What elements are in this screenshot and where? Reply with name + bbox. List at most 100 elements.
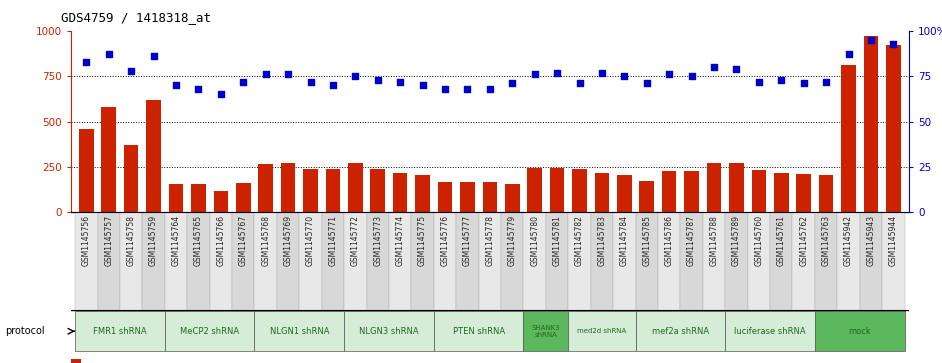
- Bar: [102, 107, 116, 212]
- Bar: [792, 212, 815, 310]
- Text: protocol: protocol: [5, 326, 44, 336]
- Text: mef2a shRNA: mef2a shRNA: [652, 327, 709, 336]
- Bar: [479, 212, 501, 310]
- Bar: [505, 184, 520, 212]
- Point: [796, 81, 811, 86]
- Point: [505, 81, 520, 86]
- Bar: [501, 212, 524, 310]
- Bar: [524, 212, 545, 310]
- Text: med2d shRNA: med2d shRNA: [577, 328, 626, 334]
- Point: [191, 86, 206, 92]
- Bar: [326, 169, 340, 212]
- Bar: [591, 212, 613, 310]
- Bar: [348, 163, 363, 212]
- Point: [281, 72, 296, 77]
- Text: FMR1 shRNA: FMR1 shRNA: [93, 327, 147, 336]
- Bar: [434, 311, 524, 351]
- Text: GSM1145783: GSM1145783: [597, 215, 607, 266]
- Bar: [729, 163, 743, 212]
- Text: luciferase shRNA: luciferase shRNA: [734, 327, 805, 336]
- Text: GSM1145756: GSM1145756: [82, 215, 90, 266]
- Text: GSM1145769: GSM1145769: [284, 215, 293, 266]
- Bar: [528, 168, 542, 212]
- Text: GSM1145764: GSM1145764: [171, 215, 181, 266]
- Bar: [191, 184, 205, 212]
- Bar: [75, 212, 98, 310]
- Text: GSM1145767: GSM1145767: [238, 215, 248, 266]
- Point: [348, 73, 363, 79]
- Bar: [187, 212, 210, 310]
- Bar: [434, 212, 456, 310]
- Point: [79, 59, 94, 65]
- Bar: [594, 173, 609, 212]
- Text: GSM1145942: GSM1145942: [844, 215, 853, 266]
- Text: GSM1145788: GSM1145788: [709, 215, 719, 266]
- Bar: [815, 311, 904, 351]
- Bar: [617, 175, 632, 212]
- Bar: [882, 212, 904, 310]
- Bar: [524, 311, 568, 351]
- Bar: [322, 212, 344, 310]
- Point: [169, 82, 184, 88]
- Point: [325, 82, 340, 88]
- Text: GSM1145760: GSM1145760: [755, 215, 763, 266]
- Text: GDS4759 / 1418318_at: GDS4759 / 1418318_at: [61, 11, 211, 24]
- Text: GSM1145763: GSM1145763: [821, 215, 831, 266]
- Text: GSM1145765: GSM1145765: [194, 215, 203, 266]
- Point: [752, 79, 767, 85]
- Point: [594, 70, 609, 76]
- Point: [393, 79, 408, 85]
- Bar: [706, 163, 722, 212]
- Text: MeCP2 shRNA: MeCP2 shRNA: [180, 327, 239, 336]
- Text: GSM1145768: GSM1145768: [261, 215, 270, 266]
- Bar: [680, 212, 703, 310]
- Bar: [438, 182, 452, 212]
- Point: [640, 81, 655, 86]
- Point: [123, 68, 138, 74]
- Bar: [725, 311, 815, 351]
- Bar: [75, 311, 165, 351]
- Text: GSM1145759: GSM1145759: [149, 215, 158, 266]
- Bar: [366, 212, 389, 310]
- Point: [415, 82, 430, 88]
- Bar: [568, 212, 591, 310]
- Point: [572, 81, 587, 86]
- Text: GSM1145775: GSM1145775: [418, 215, 427, 266]
- Text: GSM1145782: GSM1145782: [575, 215, 584, 266]
- Bar: [165, 311, 254, 351]
- Text: GSM1145762: GSM1145762: [799, 215, 808, 266]
- Text: GSM1145784: GSM1145784: [620, 215, 629, 266]
- Text: GSM1145780: GSM1145780: [530, 215, 539, 266]
- Text: GSM1145770: GSM1145770: [306, 215, 315, 266]
- Bar: [142, 212, 165, 310]
- Point: [437, 86, 452, 92]
- Bar: [79, 129, 93, 212]
- Bar: [370, 169, 385, 212]
- Text: GSM1145758: GSM1145758: [126, 215, 136, 266]
- Point: [729, 66, 744, 72]
- Text: GSM1145787: GSM1145787: [687, 215, 696, 266]
- Bar: [886, 45, 901, 212]
- Bar: [636, 311, 725, 351]
- Bar: [344, 311, 434, 351]
- Text: GSM1145786: GSM1145786: [665, 215, 674, 266]
- Point: [482, 86, 497, 92]
- Bar: [232, 212, 254, 310]
- Bar: [658, 212, 680, 310]
- Bar: [258, 164, 273, 212]
- Text: GSM1145771: GSM1145771: [329, 215, 337, 266]
- Point: [706, 64, 722, 70]
- Text: GSM1145777: GSM1145777: [463, 215, 472, 266]
- Bar: [752, 170, 766, 212]
- Bar: [415, 175, 430, 212]
- Text: GSM1145761: GSM1145761: [777, 215, 786, 266]
- Point: [303, 79, 318, 85]
- Point: [258, 72, 273, 77]
- Bar: [98, 212, 120, 310]
- Text: NLGN1 shRNA: NLGN1 shRNA: [269, 327, 329, 336]
- Bar: [210, 212, 232, 310]
- Point: [819, 79, 834, 85]
- Bar: [300, 212, 322, 310]
- Bar: [389, 212, 412, 310]
- Text: GSM1145789: GSM1145789: [732, 215, 741, 266]
